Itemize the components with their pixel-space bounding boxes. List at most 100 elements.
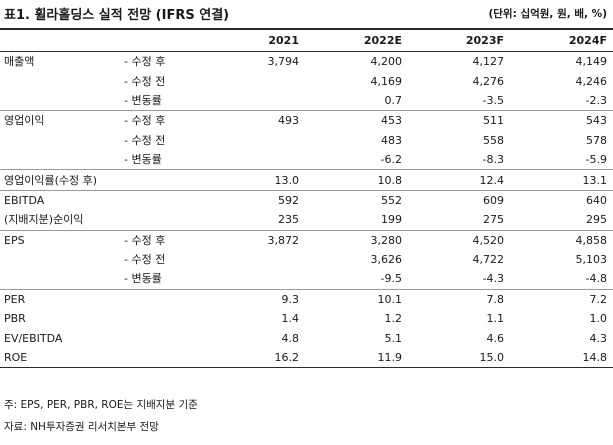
earnings-forecast-table: 2021 2022E 2023F 2024F 매출액 - 수정 후 3,794 4,2… <box>0 30 613 369</box>
cell-value: 592 <box>278 193 299 207</box>
column-header: 2021 <box>218 30 305 52</box>
cell-value: 199 <box>305 210 408 231</box>
cell-value: 10.1 <box>377 292 403 306</box>
row-sublabel: - 수정 전 <box>124 253 166 267</box>
table-row: 영업이익 - 수정 후 493 453 511 543 <box>0 111 613 131</box>
cell-value: 7.8 <box>486 292 505 306</box>
cell-value: -2.3 <box>510 90 613 112</box>
table-row: EBITDA 592 552 609 640 <box>0 190 613 210</box>
cell-value <box>218 131 305 150</box>
table-row: - 변동률 -9.5 -4.3 -4.8 <box>0 269 613 290</box>
cell-value: -4.3 <box>408 269 510 290</box>
row-label: EV/EBITDA <box>4 331 63 345</box>
cell-value <box>218 71 305 90</box>
cell-value: 295 <box>510 210 613 231</box>
cell-value: -5.9 <box>510 149 613 171</box>
cell-value: 4.8 <box>281 331 300 345</box>
cell-value: 16.2 <box>218 347 305 369</box>
row-sublabel <box>118 328 218 347</box>
row-sublabel: - 수정 후 <box>124 55 166 69</box>
cell-value: -4.8 <box>510 269 613 290</box>
row-sublabel: - 변동률 <box>118 90 218 112</box>
table-row: - 변동률 -6.2 -8.3 -5.9 <box>0 149 613 171</box>
cell-value: 4,858 <box>575 233 608 247</box>
table-row: - 수정 전 3,626 4,722 5,103 <box>0 250 613 269</box>
column-header: 2024F <box>510 30 613 52</box>
row-sublabel: - 수정 후 <box>124 233 166 247</box>
row-sublabel <box>118 347 218 369</box>
cell-value: 1.1 <box>486 312 505 326</box>
table-row: ROE 16.2 11.9 15.0 14.8 <box>0 347 613 369</box>
row-sublabel <box>118 309 218 328</box>
table-row: - 수정 전 483 558 578 <box>0 131 613 150</box>
cell-value: 4.3 <box>589 331 608 345</box>
cell-value: 5.1 <box>384 331 403 345</box>
cell-value: 453 <box>381 114 402 128</box>
cell-value: 4,246 <box>575 74 608 88</box>
row-sublabel <box>118 289 218 309</box>
table-row: - 수정 전 4,169 4,276 4,246 <box>0 71 613 90</box>
cell-value: 4,276 <box>472 74 505 88</box>
row-sublabel <box>118 190 218 210</box>
cell-value: 3,626 <box>370 253 403 267</box>
header-blank <box>0 30 118 52</box>
cell-value: 7.2 <box>589 292 608 306</box>
table-row: (지배지분)순이익 235 199 275 295 <box>0 210 613 231</box>
cell-value: 235 <box>218 210 305 231</box>
header-blank-sub <box>118 30 218 52</box>
column-header: 2022E <box>305 30 408 52</box>
cell-value: 10.8 <box>305 169 408 191</box>
row-label: PBR <box>4 312 26 326</box>
cell-value: 4,200 <box>370 55 403 69</box>
cell-value: 0.7 <box>305 90 408 112</box>
row-label: 매출액 <box>4 55 35 69</box>
cell-value: 640 <box>586 193 607 207</box>
cell-value: 9.3 <box>281 292 300 306</box>
cell-value: 11.9 <box>305 347 408 369</box>
cell-value: 4,722 <box>472 253 505 267</box>
cell-value: -6.2 <box>305 149 408 171</box>
row-label <box>0 149 118 171</box>
cell-value <box>218 269 305 290</box>
row-sublabel: - 수정 후 <box>124 114 166 128</box>
row-label: 영업이익률(수정 후) <box>0 169 118 191</box>
row-sublabel <box>118 169 218 191</box>
row-label: EPS <box>4 233 25 247</box>
cell-value: 13.0 <box>218 169 305 191</box>
row-label <box>0 269 118 290</box>
cell-value: 1.0 <box>589 312 608 326</box>
cell-value: -3.5 <box>408 90 510 112</box>
table-row: EPS - 수정 후 3,872 3,280 4,520 4,858 <box>0 230 613 250</box>
cell-value: 12.4 <box>408 169 510 191</box>
table-row: PBR 1.4 1.2 1.1 1.0 <box>0 309 613 328</box>
cell-value: 275 <box>408 210 510 231</box>
row-sublabel: - 수정 전 <box>124 133 166 147</box>
table-row: 영업이익률(수정 후) 13.0 10.8 12.4 13.1 <box>0 169 613 191</box>
row-label: 영업이익 <box>4 114 45 128</box>
cell-value <box>218 250 305 269</box>
cell-value: 4,169 <box>370 74 403 88</box>
table-row: 매출액 - 수정 후 3,794 4,200 4,127 4,149 <box>0 52 613 72</box>
unit-label: (단위: 십억원, 원, 배, %) <box>488 8 607 20</box>
cell-value: 5,103 <box>575 253 608 267</box>
top-rule <box>0 28 613 30</box>
cell-value: 511 <box>483 114 504 128</box>
cell-value: 1.2 <box>384 312 403 326</box>
row-label <box>0 131 118 150</box>
cell-value: 4,127 <box>472 55 505 69</box>
table-title: 표1. 휠라홀딩스 실적 전망 (IFRS 연결) <box>4 8 230 23</box>
row-label <box>0 90 118 112</box>
table-row: PER 9.3 10.1 7.8 7.2 <box>0 289 613 309</box>
cell-value: 552 <box>381 193 402 207</box>
cell-value <box>218 149 305 171</box>
cell-value: 558 <box>483 133 504 147</box>
cell-value: 13.1 <box>510 169 613 191</box>
row-label <box>0 250 118 269</box>
source-note: 자료: NH투자증권 리서치본부 전망 <box>4 421 159 433</box>
column-header: 2023F <box>408 30 510 52</box>
row-sublabel: - 변동률 <box>118 269 218 290</box>
cell-value: 4,149 <box>575 55 608 69</box>
cell-value: 14.8 <box>510 347 613 369</box>
cell-value <box>218 90 305 112</box>
row-sublabel: - 변동률 <box>118 149 218 171</box>
